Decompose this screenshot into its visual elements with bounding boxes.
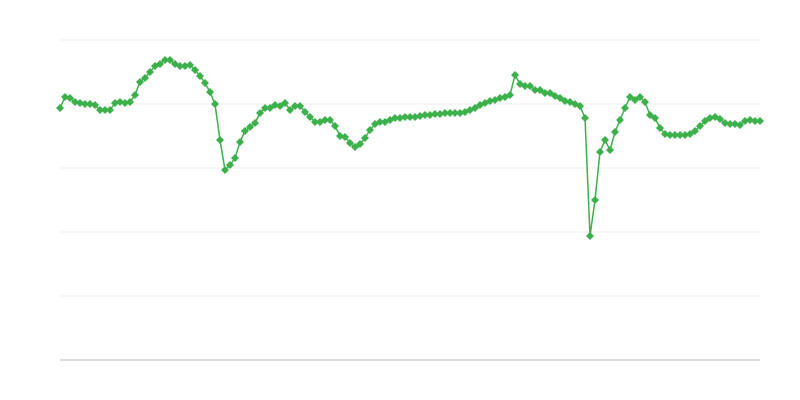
point-marker xyxy=(216,136,224,144)
point-marker xyxy=(441,109,449,117)
point-marker xyxy=(291,102,299,110)
point-marker xyxy=(156,60,164,68)
point-marker xyxy=(136,78,144,86)
point-marker xyxy=(716,115,724,123)
point-marker xyxy=(376,118,384,126)
point-marker xyxy=(241,127,249,135)
point-marker xyxy=(366,126,374,134)
point-marker xyxy=(206,88,214,96)
point-marker xyxy=(226,161,234,169)
point-marker xyxy=(201,79,209,87)
point-marker xyxy=(726,120,734,128)
point-marker xyxy=(211,100,219,108)
point-marker xyxy=(341,133,349,141)
point-marker xyxy=(251,119,259,127)
point-marker xyxy=(591,196,599,204)
point-marker xyxy=(221,166,229,174)
point-marker xyxy=(186,61,194,69)
point-marker xyxy=(106,106,114,114)
point-marker xyxy=(526,82,534,90)
point-marker xyxy=(191,66,199,74)
point-marker xyxy=(621,104,629,112)
point-marker xyxy=(651,114,659,122)
point-marker xyxy=(356,140,364,148)
point-marker xyxy=(606,146,614,154)
point-marker xyxy=(321,116,329,124)
point-marker xyxy=(301,108,309,116)
point-marker xyxy=(391,114,399,122)
point-marker xyxy=(331,122,339,130)
point-marker xyxy=(656,124,664,132)
point-marker xyxy=(286,106,294,114)
point-marker xyxy=(581,114,589,122)
point-marker xyxy=(96,106,104,114)
point-marker xyxy=(81,100,89,108)
point-marker xyxy=(66,94,74,102)
point-marker xyxy=(586,232,594,240)
point-marker xyxy=(231,154,239,162)
series-line xyxy=(59,59,760,237)
point-marker xyxy=(611,128,619,136)
point-marker xyxy=(126,98,134,106)
point-marker xyxy=(146,68,154,76)
point-marker xyxy=(246,123,254,131)
point-marker xyxy=(406,113,414,121)
point-marker xyxy=(261,104,269,112)
point-marker xyxy=(636,93,644,101)
point-marker xyxy=(141,74,149,82)
point-marker xyxy=(756,117,764,125)
point-marker xyxy=(346,139,354,147)
point-marker xyxy=(541,89,549,97)
point-marker xyxy=(236,138,244,146)
point-marker xyxy=(176,62,184,70)
point-marker xyxy=(196,72,204,80)
point-marker xyxy=(306,113,314,121)
point-marker xyxy=(166,56,174,64)
point-marker xyxy=(311,118,319,126)
point-marker xyxy=(666,131,674,139)
point-marker xyxy=(511,71,519,79)
point-marker xyxy=(691,127,699,135)
point-marker xyxy=(361,134,369,142)
point-marker xyxy=(531,86,539,94)
point-marker xyxy=(131,91,139,99)
point-marker xyxy=(326,116,334,124)
point-marker xyxy=(521,82,529,90)
point-marker xyxy=(616,116,624,124)
point-marker xyxy=(446,109,454,117)
point-marker xyxy=(296,102,304,110)
point-marker xyxy=(506,91,514,99)
point-marker xyxy=(421,111,429,119)
point-marker xyxy=(696,122,704,130)
point-marker xyxy=(451,109,459,117)
point-marker xyxy=(161,56,169,64)
point-marker xyxy=(431,110,439,118)
point-marker xyxy=(576,102,584,110)
point-marker xyxy=(641,98,649,106)
point-marker xyxy=(671,131,679,139)
point-marker xyxy=(401,113,409,121)
point-marker xyxy=(256,109,264,117)
point-marker xyxy=(736,121,744,129)
point-marker xyxy=(751,117,759,125)
point-marker xyxy=(56,104,64,112)
point-marker xyxy=(91,101,99,109)
point-marker xyxy=(281,99,289,107)
point-marker xyxy=(601,136,609,144)
point-marker xyxy=(596,148,604,156)
point-marker xyxy=(101,106,109,114)
point-marker xyxy=(676,131,684,139)
